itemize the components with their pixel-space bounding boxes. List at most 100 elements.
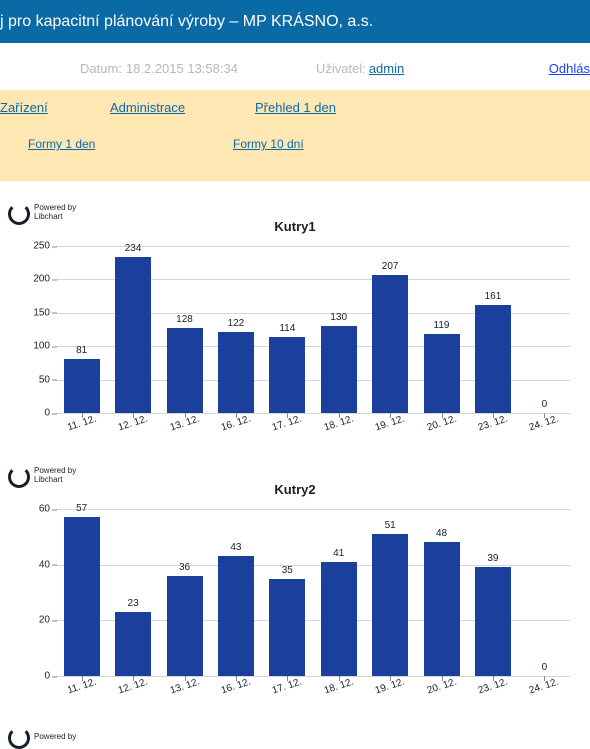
logout-link[interactable]: Odhlás	[549, 61, 590, 76]
x-label: 16. 12.	[220, 677, 252, 697]
bar-value-label: 122	[228, 318, 245, 329]
nav-zarizeni[interactable]: Zařízení	[0, 100, 110, 115]
x-label-slot: 11. 12.	[56, 414, 107, 440]
app-title: j pro kapacitní plánování výroby – MP KR…	[0, 13, 373, 31]
bar-slot: 128	[159, 246, 210, 413]
x-label: 19. 12.	[374, 677, 406, 697]
x-labels: 11. 12.12. 12.13. 12.16. 12.17. 12.18. 1…	[56, 414, 570, 440]
y-tick-label: 250	[33, 241, 56, 252]
bar-value-label: 130	[330, 312, 347, 323]
bar-value-label: 128	[176, 314, 193, 325]
bar: 39	[475, 567, 511, 676]
user-link[interactable]: admin	[369, 61, 404, 76]
chart-title: Kutry2	[8, 466, 582, 497]
bar: 119	[424, 334, 460, 413]
x-label-slot: 16. 12.	[210, 677, 261, 703]
x-label-slot: 17. 12.	[262, 677, 313, 703]
x-label: 18. 12.	[322, 677, 354, 697]
x-label-slot: 12. 12.	[107, 677, 158, 703]
bar-value-label: 23	[128, 598, 139, 609]
libchart-logo-icon	[8, 203, 28, 223]
x-label-slot: 23. 12.	[467, 677, 518, 703]
x-label: 19. 12.	[374, 414, 406, 434]
y-tick-label: 60	[39, 504, 56, 515]
date-value: 18.2.2015 13:58:34	[126, 61, 238, 76]
libchart-logo-icon	[8, 466, 28, 486]
date-label: Datum:	[80, 61, 122, 76]
bar: 48	[424, 542, 460, 676]
powered-by: Powered byLibchart	[8, 466, 76, 486]
nav-area: Zařízení Administrace Přehled 1 den Form…	[0, 90, 590, 181]
bar: 161	[475, 305, 511, 413]
info-row: Datum: 18.2.2015 13:58:34 Uživatel: admi…	[0, 43, 590, 90]
bar-value-label: 41	[333, 548, 344, 559]
bar-slot: 36	[159, 509, 210, 676]
bar-slot: 35	[262, 509, 313, 676]
bar: 41	[321, 562, 357, 676]
bar: 81	[64, 359, 100, 413]
x-label: 11. 12.	[66, 677, 98, 697]
x-label: 12. 12.	[117, 414, 149, 434]
bar: 234	[115, 257, 151, 413]
bar: 130	[321, 326, 357, 413]
bar-slot: 51	[364, 509, 415, 676]
x-label: 12. 12.	[117, 677, 149, 697]
powered-by: Powered byLibchart	[8, 203, 76, 223]
nav-row-2: Formy 1 den Formy 10 dní	[0, 115, 590, 151]
x-label-slot: 20. 12.	[416, 414, 467, 440]
bar-value-label: 0	[542, 399, 548, 410]
x-label-slot: 19. 12.	[364, 677, 415, 703]
x-label-slot: 16. 12.	[210, 414, 261, 440]
bar: 128	[167, 328, 203, 414]
bar-slot: 0	[519, 509, 570, 676]
x-label-slot: 24. 12.	[519, 414, 570, 440]
nav-formy-10[interactable]: Formy 10 dní	[233, 137, 304, 151]
bar: 57	[64, 517, 100, 676]
bar: 122	[218, 332, 254, 413]
bar-slot: 207	[364, 246, 415, 413]
plot-area: 0501001502002508123412812211413020711916…	[56, 246, 570, 414]
bar-slot: 130	[313, 246, 364, 413]
powered-text: Powered byLibchart	[34, 204, 76, 222]
user-label: Uživatel:	[316, 61, 366, 76]
bar-value-label: 114	[279, 323, 295, 334]
x-label-slot: 20. 12.	[416, 677, 467, 703]
bar-value-label: 51	[385, 520, 396, 531]
x-label-slot: 12. 12.	[107, 414, 158, 440]
bar: 114	[269, 337, 305, 413]
nav-administrace[interactable]: Administrace	[110, 100, 255, 115]
x-label: 24. 12.	[528, 414, 560, 434]
bar-slot: 57	[56, 509, 107, 676]
x-label: 24. 12.	[528, 677, 560, 697]
x-label-slot: 18. 12.	[313, 414, 364, 440]
nav-formy-1[interactable]: Formy 1 den	[28, 137, 233, 151]
bar-value-label: 234	[125, 243, 142, 254]
bar: 43	[218, 556, 254, 676]
x-label-slot: 24. 12.	[519, 677, 570, 703]
chart-body: 0501001502002508123412812211413020711916…	[8, 240, 582, 440]
bar-slot: 81	[56, 246, 107, 413]
bar-slot: 41	[313, 509, 364, 676]
plot-area: 02040605723364335415148390	[56, 509, 570, 677]
y-tick-label: 200	[33, 274, 56, 285]
bar: 51	[372, 534, 408, 676]
chart-title: Kutry1	[8, 203, 582, 234]
chart-block-1: Powered byLibchartKutry10501001502002508…	[8, 203, 582, 440]
bar-value-label: 0	[542, 662, 548, 673]
x-label: 23. 12.	[477, 414, 509, 434]
bar-slot: 43	[210, 509, 261, 676]
x-label-slot: 13. 12.	[159, 677, 210, 703]
y-tick-label: 100	[33, 341, 56, 352]
powered-by: Powered by	[8, 727, 76, 747]
bar-value-label: 81	[76, 345, 87, 356]
y-tick-label: 150	[33, 307, 56, 318]
libchart-logo-icon	[8, 727, 28, 747]
bar-value-label: 36	[179, 562, 190, 573]
x-label-slot: 13. 12.	[159, 414, 210, 440]
bar-slot: 23	[107, 509, 158, 676]
chart-block-2: Powered byLibchartKutry20204060572336433…	[8, 466, 582, 703]
bar-value-label: 48	[436, 528, 447, 539]
bar-slot: 234	[107, 246, 158, 413]
bar-value-label: 39	[487, 553, 498, 564]
nav-prehled-1[interactable]: Přehled 1 den	[255, 100, 336, 115]
